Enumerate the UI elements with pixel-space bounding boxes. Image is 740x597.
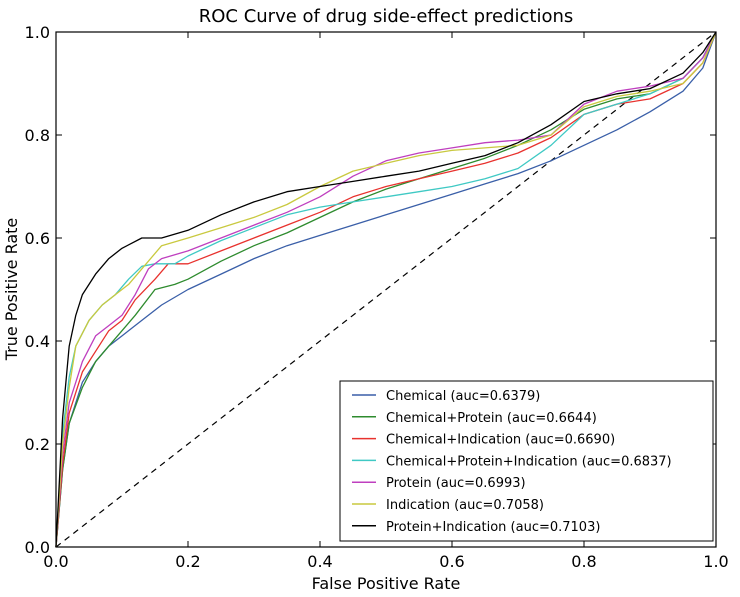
x-tick-label: 0.0 [43, 552, 68, 571]
legend: Chemical (auc=0.6379) Chemical+Protein (a… [339, 380, 714, 542]
y-tick-label: 0.6 [25, 229, 50, 248]
series-line-5 [55, 31, 717, 548]
plot-frame [55, 31, 717, 548]
plot-area [55, 31, 717, 548]
x-tick-label: 1.0 [703, 552, 728, 571]
y-tick-label: 0.2 [25, 435, 50, 454]
y-tick-label: 1.0 [25, 23, 50, 42]
legend-label: Chemical+Indication (auc=0.6690) [386, 433, 615, 448]
x-tick-label: 0.4 [307, 552, 332, 571]
legend-label: Chemical+Protein+Indication (auc=0.6837) [386, 454, 672, 469]
chart-title: ROC Curve of drug side-effect prediction… [199, 6, 574, 27]
y-tick-label: 0.0 [25, 538, 50, 557]
reference-diagonal-line [55, 31, 717, 548]
series-line-1 [55, 31, 717, 548]
legend-label: Chemical (auc=0.6379) [386, 389, 540, 404]
series-line-6 [55, 31, 717, 548]
y-tick-label: 0.4 [25, 332, 50, 351]
legend-label: Protein (auc=0.6993) [386, 476, 526, 491]
legend-label: Chemical+Protein (auc=0.6644) [386, 411, 597, 426]
x-tick-label: 0.8 [571, 552, 596, 571]
x-tick-label: 0.2 [175, 552, 200, 571]
legend-label: Indication (auc=0.7058) [386, 498, 544, 513]
y-axis: 0.0 0.2 0.4 0.6 0.8 1.0 [25, 23, 716, 557]
x-tick-label: 0.6 [439, 552, 464, 571]
legend-label: Protein+Indication (auc=0.7103) [386, 520, 600, 535]
y-axis-label: True Positive Rate [2, 218, 21, 362]
legend-box [339, 380, 714, 542]
y-tick-label: 0.8 [25, 126, 50, 145]
x-axis-label: False Positive Rate [312, 574, 461, 593]
legend-items: Chemical (auc=0.6379) Chemical+Protein (a… [352, 389, 672, 535]
x-axis: 0.0 0.2 0.4 0.6 0.8 1.0 [43, 32, 729, 571]
